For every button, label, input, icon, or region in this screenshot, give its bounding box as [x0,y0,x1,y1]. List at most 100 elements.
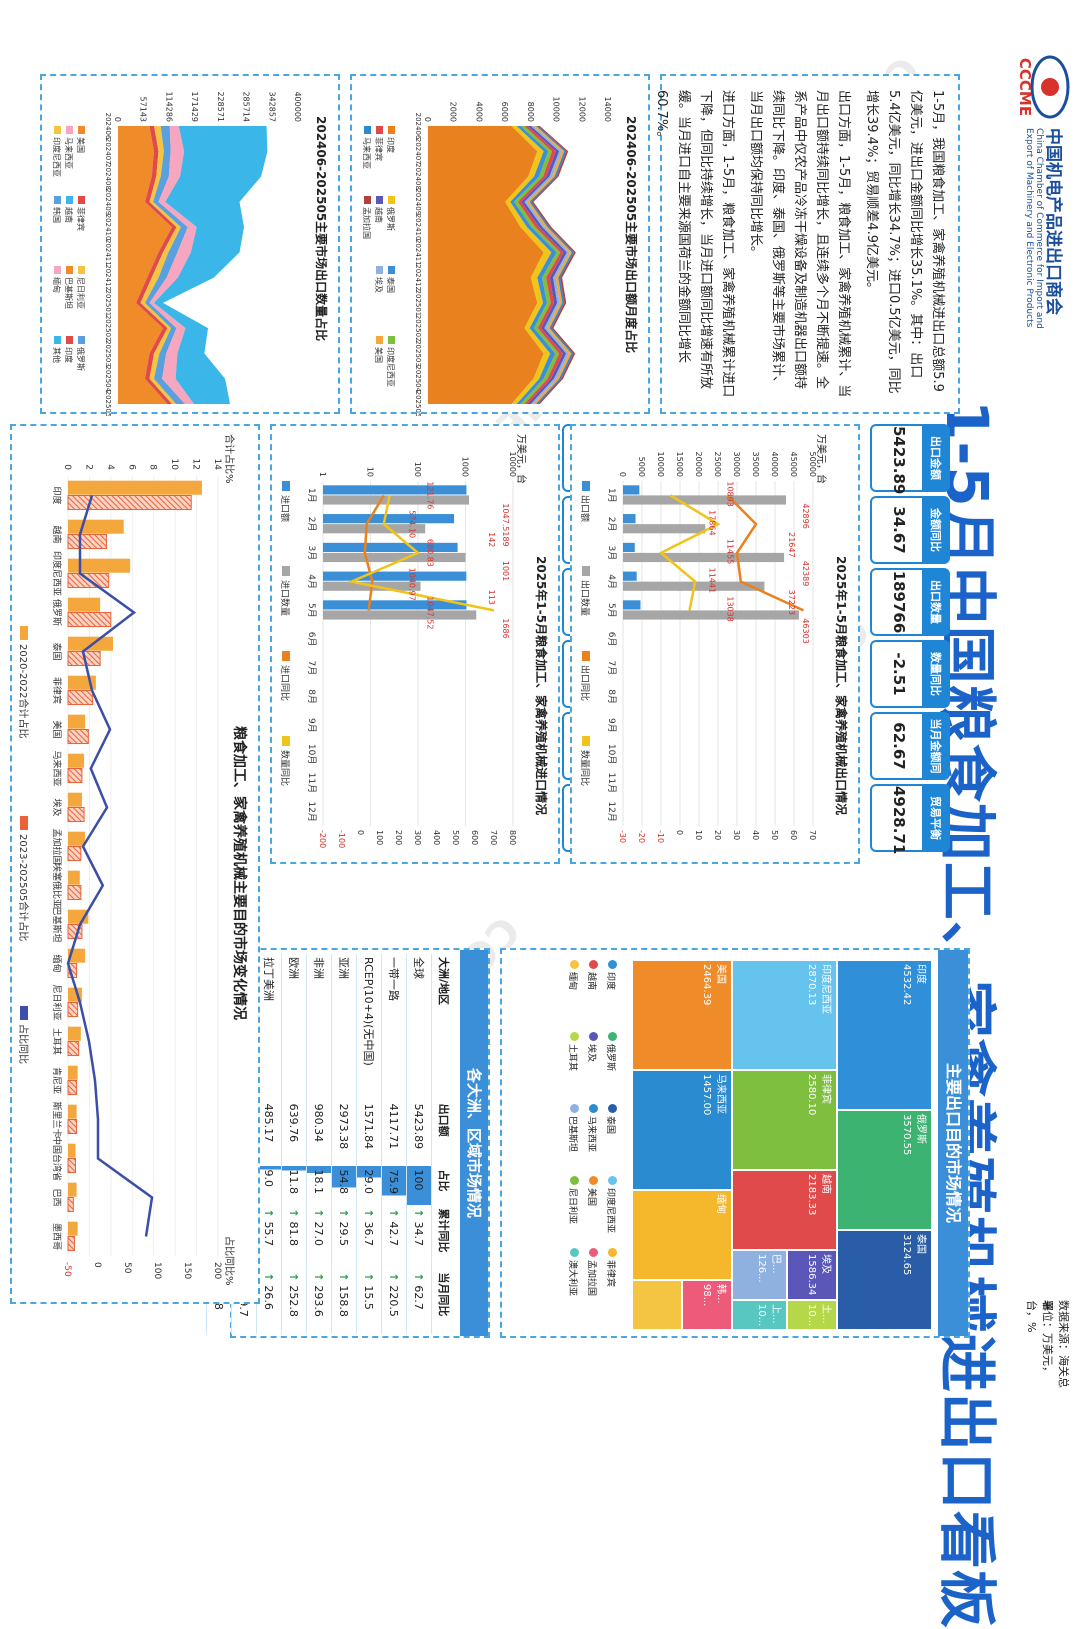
legend-swatch [66,126,73,134]
legend-label: 出口额 [579,495,591,522]
y-tick-label: 5000 [637,457,646,477]
bar [67,480,202,495]
legend-item: 印度 [605,960,618,1032]
legend-swatch [388,196,395,204]
up-arrow-icon: ↑ [387,1208,401,1222]
table-header-cell: 出口额 [431,1100,456,1167]
legend-label: 数量同比 [279,750,291,786]
legend-swatch [376,126,383,134]
bar [323,552,466,563]
cell-value: 485.17 [262,1103,276,1143]
y-tick-label: 57143 [139,97,148,122]
area-band [118,126,172,404]
data-label: 142 [487,532,496,547]
legend-label: 巴基斯坦 [64,277,74,309]
legend-swatch [582,736,590,746]
y-tick-label: 15000 [675,452,684,477]
x-tick-label: 5月 [606,603,617,618]
x-tick-label: 202410 [104,214,112,241]
y2-axis-label: 占比同比% [223,1236,236,1286]
bar [67,1221,78,1236]
data-label: 13038 [726,596,735,621]
cell-value: 42.7 [387,1221,401,1247]
area-band [505,126,552,404]
legend-dot [608,1032,617,1041]
x-tick-label: 202504 [104,365,112,392]
legend-swatch [282,736,290,746]
cell-value: 75.9 [387,1169,401,1194]
legend-label: 土耳其 [567,1044,577,1072]
y-tick-label: 10000 [552,97,561,122]
treemap-value: 3570.55 [901,1114,912,1155]
table-cell: ↑ 252.8 [281,1269,307,1334]
y2-tick-label: 150 [182,1262,192,1279]
bar [323,524,426,534]
cell-value: 81.8 [287,1221,301,1247]
x-tick-label: 肯尼亚 [51,1067,63,1094]
legend-swatch [582,566,590,576]
kpi-value: 4928.71 [890,786,908,855]
data-label: 1001 [501,561,510,581]
table-cell: 9.0 [256,1166,282,1206]
legend-item: 菲律宾 [605,1248,618,1320]
bar [67,534,108,550]
table-cell: 2973.38 [331,1100,357,1167]
unit-line: 单位：万美元，台，% [1025,1300,1054,1377]
y-tick-label: 6000 [500,102,509,122]
x-tick-label: 6月 [606,632,617,647]
y2-tick-label: 700 [489,830,498,845]
up-arrow-icon: ↑ [337,1208,351,1222]
legend-item: 越南 [586,960,599,1032]
bar [67,885,82,901]
y-tick-label: 40000 [770,452,779,477]
y-tick-label: 0 [618,472,627,477]
table-row: 非洲 980.34 18.1 ↑ 27.0 ↑ 293.6 [306,954,332,1334]
treemap-value: 4532.42 [901,964,912,1005]
series-line [658,494,721,611]
table-row: 一带一路 4117.71 75.9 ↑ 42.7 ↑ 220.5 [381,954,407,1334]
bar [68,558,131,573]
legend-label: 印度尼西亚 [52,137,62,177]
cell-value: 252.8 [287,1285,301,1317]
bar [322,600,467,610]
x-tick-label: 12月 [306,801,317,821]
legend-label: 巴基斯坦 [567,1116,577,1153]
x-tick-label: 202502 [104,315,112,342]
data-label: 1040.97 [408,568,417,601]
y-tick-label: 25000 [713,452,722,477]
table-cell: ↑ 42.7 [381,1205,407,1270]
legend-swatch [282,566,290,576]
series-line [66,495,154,1237]
legend-swatch [20,626,28,640]
y-tick-label: 10000 [656,452,665,477]
legend-label: 埃及 [586,1044,596,1063]
table-cell: ↑ 62.7 [406,1269,432,1334]
bar [622,495,787,505]
x-tick-label: 9月 [306,718,317,733]
treemap-label: 埃及 [820,1254,833,1274]
x-tick-label: 202503 [414,340,422,367]
legend-dot [570,1104,579,1113]
legend-label: 菲律宾 [374,137,384,161]
x-tick-label: 俄罗斯 [51,599,63,626]
y2-tick-label: 10 [694,830,703,840]
cell-value: 158.8 [337,1285,351,1317]
y-tick-label: 2000 [449,102,458,122]
legend-swatch [66,336,73,344]
value-share-panel: 202406-202505主要市场出口额月度占比 0 2000 4000 6000 80… [350,74,650,416]
up-arrow-icon: ↑ [362,1208,376,1222]
data-label: 37223 [787,590,796,615]
logo: CCCME [1012,52,1072,122]
up-arrow-icon: ↑ [312,1208,326,1222]
x-tick-label: 斯里兰卡 [51,1101,63,1137]
x-tick-label: 孟加拉国 [51,828,63,864]
treemap-value: 2183.33 [806,1174,817,1215]
import-chart: 1 10 100 1000 10000 -200 -100 0 100 200 300 400 500 6… [279,452,517,849]
legend-label: 越南 [586,972,596,991]
market-change-panel: 粮食加工、家禽养殖机械主要目的市场变化情况 0 2 4 6 8 10 12 14 -50 0 50 1… [10,424,260,1304]
series-line [726,494,805,612]
cell-value: 亚洲 [337,957,350,979]
x-tick-label: 埃及 [51,798,63,816]
legend-label: 缅甸 [52,277,62,293]
y-tick-label: 114286 [164,91,173,122]
